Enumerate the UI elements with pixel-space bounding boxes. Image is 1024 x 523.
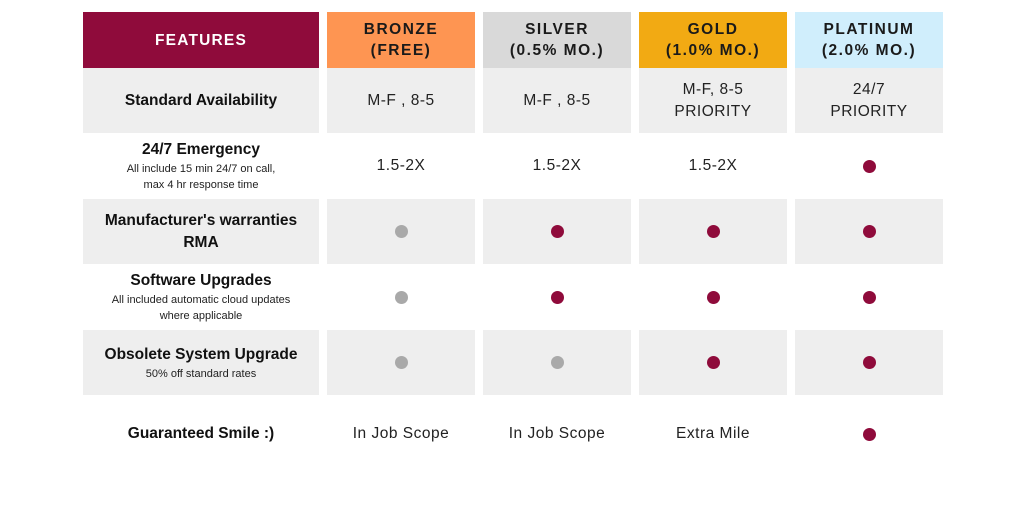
value-cell: 24/7 PRIORITY bbox=[795, 68, 943, 133]
value-cell bbox=[327, 330, 475, 395]
tier-name: BRONZE bbox=[363, 21, 439, 38]
value-text: 1.5-2X bbox=[532, 157, 582, 174]
value-cell bbox=[327, 264, 475, 330]
included-dot-icon bbox=[862, 225, 876, 238]
value-text: PRIORITY bbox=[674, 102, 752, 120]
value-text: 1.5-2X bbox=[376, 157, 426, 174]
feature-subtitle: All included automatic cloud updates bbox=[111, 294, 291, 306]
tier-price: (FREE) bbox=[370, 42, 432, 59]
feature-software-upgrades: Software Upgrades All included automatic… bbox=[83, 264, 319, 330]
value-cell bbox=[795, 133, 943, 199]
value-cell: 1.5-2X bbox=[639, 133, 787, 199]
value-cell: Extra Mile bbox=[639, 395, 787, 473]
included-dot-icon bbox=[550, 225, 564, 238]
value-cell bbox=[639, 199, 787, 264]
tier-header-platinum: PLATINUM (2.0% MO.) bbox=[795, 12, 943, 68]
feature-title: Obsolete System Upgrade bbox=[104, 345, 298, 363]
feature-guaranteed-smile: Guaranteed Smile :) bbox=[83, 395, 319, 473]
basic-dot-icon bbox=[394, 356, 408, 369]
basic-dot-icon bbox=[394, 225, 408, 238]
included-dot-icon bbox=[706, 290, 720, 304]
tier-name: PLATINUM bbox=[823, 21, 915, 38]
value-text: 1.5-2X bbox=[688, 157, 738, 174]
value-cell: 1.5-2X bbox=[483, 133, 631, 199]
feature-title: Manufacturer's warranties bbox=[104, 211, 298, 229]
basic-dot-icon bbox=[394, 290, 408, 304]
features-header: FEATURES bbox=[83, 12, 319, 68]
tier-price: (1.0% MO.) bbox=[665, 42, 761, 59]
feature-title: Software Upgrades bbox=[130, 272, 272, 289]
value-cell bbox=[639, 330, 787, 395]
value-text: In Job Scope bbox=[352, 425, 450, 442]
value-text: In Job Scope bbox=[508, 425, 606, 442]
basic-dot-icon bbox=[550, 356, 564, 369]
feature-subtitle: 50% off standard rates bbox=[145, 367, 257, 380]
tier-header-gold: GOLD (1.0% MO.) bbox=[639, 12, 787, 68]
included-dot-icon bbox=[862, 356, 876, 369]
value-cell bbox=[795, 395, 943, 473]
tier-header-silver: SILVER (0.5% MO.) bbox=[483, 12, 631, 68]
included-dot-icon bbox=[550, 290, 564, 304]
value-cell bbox=[795, 264, 943, 330]
value-text: M-F, 8-5 bbox=[682, 80, 744, 98]
feature-subtitle: max 4 hr response time bbox=[143, 179, 259, 191]
value-text: M-F , 8-5 bbox=[523, 91, 591, 109]
included-dot-icon bbox=[706, 225, 720, 238]
feature-title: RMA bbox=[183, 233, 219, 251]
tier-name: SILVER bbox=[525, 21, 589, 38]
tier-price: (0.5% MO.) bbox=[509, 42, 605, 59]
value-cell: In Job Scope bbox=[483, 395, 631, 473]
included-dot-icon bbox=[862, 290, 876, 304]
feature-obsolete-system-upgrade: Obsolete System Upgrade 50% off standard… bbox=[83, 330, 319, 395]
feature-subtitle: where applicable bbox=[159, 310, 243, 322]
feature-standard-availability: Standard Availability bbox=[83, 68, 319, 133]
value-cell bbox=[327, 199, 475, 264]
value-text: M-F , 8-5 bbox=[367, 91, 435, 109]
included-dot-icon bbox=[862, 159, 876, 173]
features-header-label: FEATURES bbox=[155, 31, 247, 49]
value-cell bbox=[795, 199, 943, 264]
feature-title: Standard Availability bbox=[124, 91, 278, 109]
value-text: 24/7 bbox=[852, 80, 886, 98]
tier-header-bronze: BRONZE (FREE) bbox=[327, 12, 475, 68]
value-cell: M-F, 8-5 PRIORITY bbox=[639, 68, 787, 133]
included-dot-icon bbox=[706, 356, 720, 369]
value-cell bbox=[483, 330, 631, 395]
tier-name: GOLD bbox=[687, 21, 739, 38]
value-cell bbox=[483, 264, 631, 330]
value-cell: 1.5-2X bbox=[327, 133, 475, 199]
value-cell bbox=[483, 199, 631, 264]
value-text: Extra Mile bbox=[676, 425, 750, 442]
value-cell: In Job Scope bbox=[327, 395, 475, 473]
feature-title: 24/7 Emergency bbox=[141, 141, 261, 158]
value-cell: M-F , 8-5 bbox=[327, 68, 475, 133]
pricing-table: FEATURES BRONZE (FREE) SILVER (0.5% MO.)… bbox=[83, 12, 945, 473]
value-cell bbox=[639, 264, 787, 330]
value-cell: M-F , 8-5 bbox=[483, 68, 631, 133]
tier-price: (2.0% MO.) bbox=[821, 42, 917, 59]
feature-warranties: Manufacturer's warranties RMA bbox=[83, 199, 319, 264]
feature-subtitle: All include 15 min 24/7 on call, bbox=[126, 163, 276, 175]
value-cell bbox=[795, 330, 943, 395]
feature-emergency: 24/7 Emergency All include 15 min 24/7 o… bbox=[83, 133, 319, 199]
included-dot-icon bbox=[862, 427, 876, 441]
feature-title: Guaranteed Smile :) bbox=[127, 425, 275, 442]
value-text: PRIORITY bbox=[830, 102, 908, 120]
